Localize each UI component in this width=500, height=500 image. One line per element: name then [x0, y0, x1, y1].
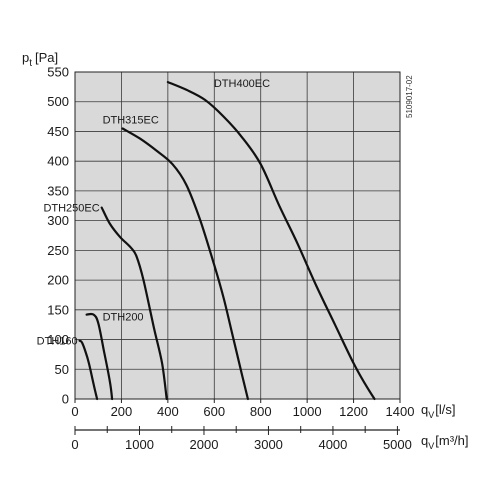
- x-tick-label: 800: [250, 404, 272, 419]
- x2-tick-label: 3000: [254, 437, 283, 452]
- x-axis-title: qV[l/s]: [421, 402, 455, 420]
- y-tick-label: 300: [47, 213, 69, 228]
- x-axis-title-sub: V: [428, 410, 434, 420]
- curve-label-dth200: DTH200: [103, 312, 144, 324]
- y-tick-label: 450: [47, 124, 69, 139]
- x-tick-label: 1200: [339, 404, 368, 419]
- x-tick-label: 600: [203, 404, 225, 419]
- y-tick-label: 200: [47, 273, 69, 288]
- x2-tick-label: 1000: [125, 437, 154, 452]
- x2-tick-label: 0: [71, 437, 78, 452]
- y-axis-title-unit: [Pa]: [35, 50, 58, 65]
- x2-axis-title: qV[m³/h]: [421, 433, 468, 451]
- x-axis-title-main: q: [421, 402, 428, 417]
- y-axis-ticks: 0 50 100 150 200 250 300 350 400 450 500 550: [47, 65, 69, 407]
- y-tick-label: 350: [47, 183, 69, 198]
- y-tick-label: 50: [55, 362, 69, 377]
- plot-area: [75, 72, 400, 399]
- curve-label-dth400ec: DTH400EC: [214, 78, 270, 90]
- x2-axis-title-unit: [m³/h]: [435, 433, 468, 448]
- x2-axis-title-main: q: [421, 433, 428, 448]
- curve-label-dth315ec: DTH315EC: [103, 114, 159, 126]
- plot-frame: [74, 71, 401, 400]
- curve-label-dth250ec: DTH250EC: [43, 203, 99, 215]
- y-tick-label: 100: [47, 332, 69, 347]
- y-tick-label: 400: [47, 154, 69, 169]
- y-axis-title-sub: t: [29, 58, 32, 69]
- secondary-x-axis: 0 1000 2000 3000 4000 5000: [71, 426, 412, 452]
- y-axis-title-main: p: [22, 50, 29, 65]
- curve-dth250ec: [100, 206, 168, 401]
- curve-dth400ec: [166, 81, 376, 401]
- x-tick-label: 0: [71, 404, 78, 419]
- y-tick-label: 0: [62, 392, 69, 407]
- x-tick-label: 1400: [386, 404, 415, 419]
- x-axis-ticks: 0 200 400 600 800 1000 1200 1400: [71, 399, 414, 419]
- x-axis-title-unit: [l/s]: [435, 402, 455, 417]
- x-tick-label: 1000: [293, 404, 322, 419]
- y-tick-label: 150: [47, 302, 69, 317]
- curve-dth160: [78, 339, 99, 401]
- x-tick-label: 400: [157, 404, 179, 419]
- x2-tick-label: 4000: [318, 437, 347, 452]
- x2-axis-title-sub: V: [428, 441, 434, 451]
- curve-label-dth160: DTH160: [37, 336, 78, 348]
- y-tick-label: 550: [47, 65, 69, 80]
- y-tick-label: 500: [47, 94, 69, 109]
- curve-dth200: [85, 312, 114, 401]
- side-code-label: 5109017-02: [405, 75, 414, 118]
- x-tick-label: 200: [111, 404, 133, 419]
- y-axis-title: pt [Pa]: [22, 50, 58, 69]
- y-tick-label: 250: [47, 243, 69, 258]
- x2-tick-label: 5000: [383, 437, 412, 452]
- x2-tick-label: 2000: [190, 437, 219, 452]
- curves-group: DTH160 DTH200 DTH250EC DTH315EC DTH400EC: [37, 78, 376, 401]
- curve-dth315ec: [121, 127, 249, 401]
